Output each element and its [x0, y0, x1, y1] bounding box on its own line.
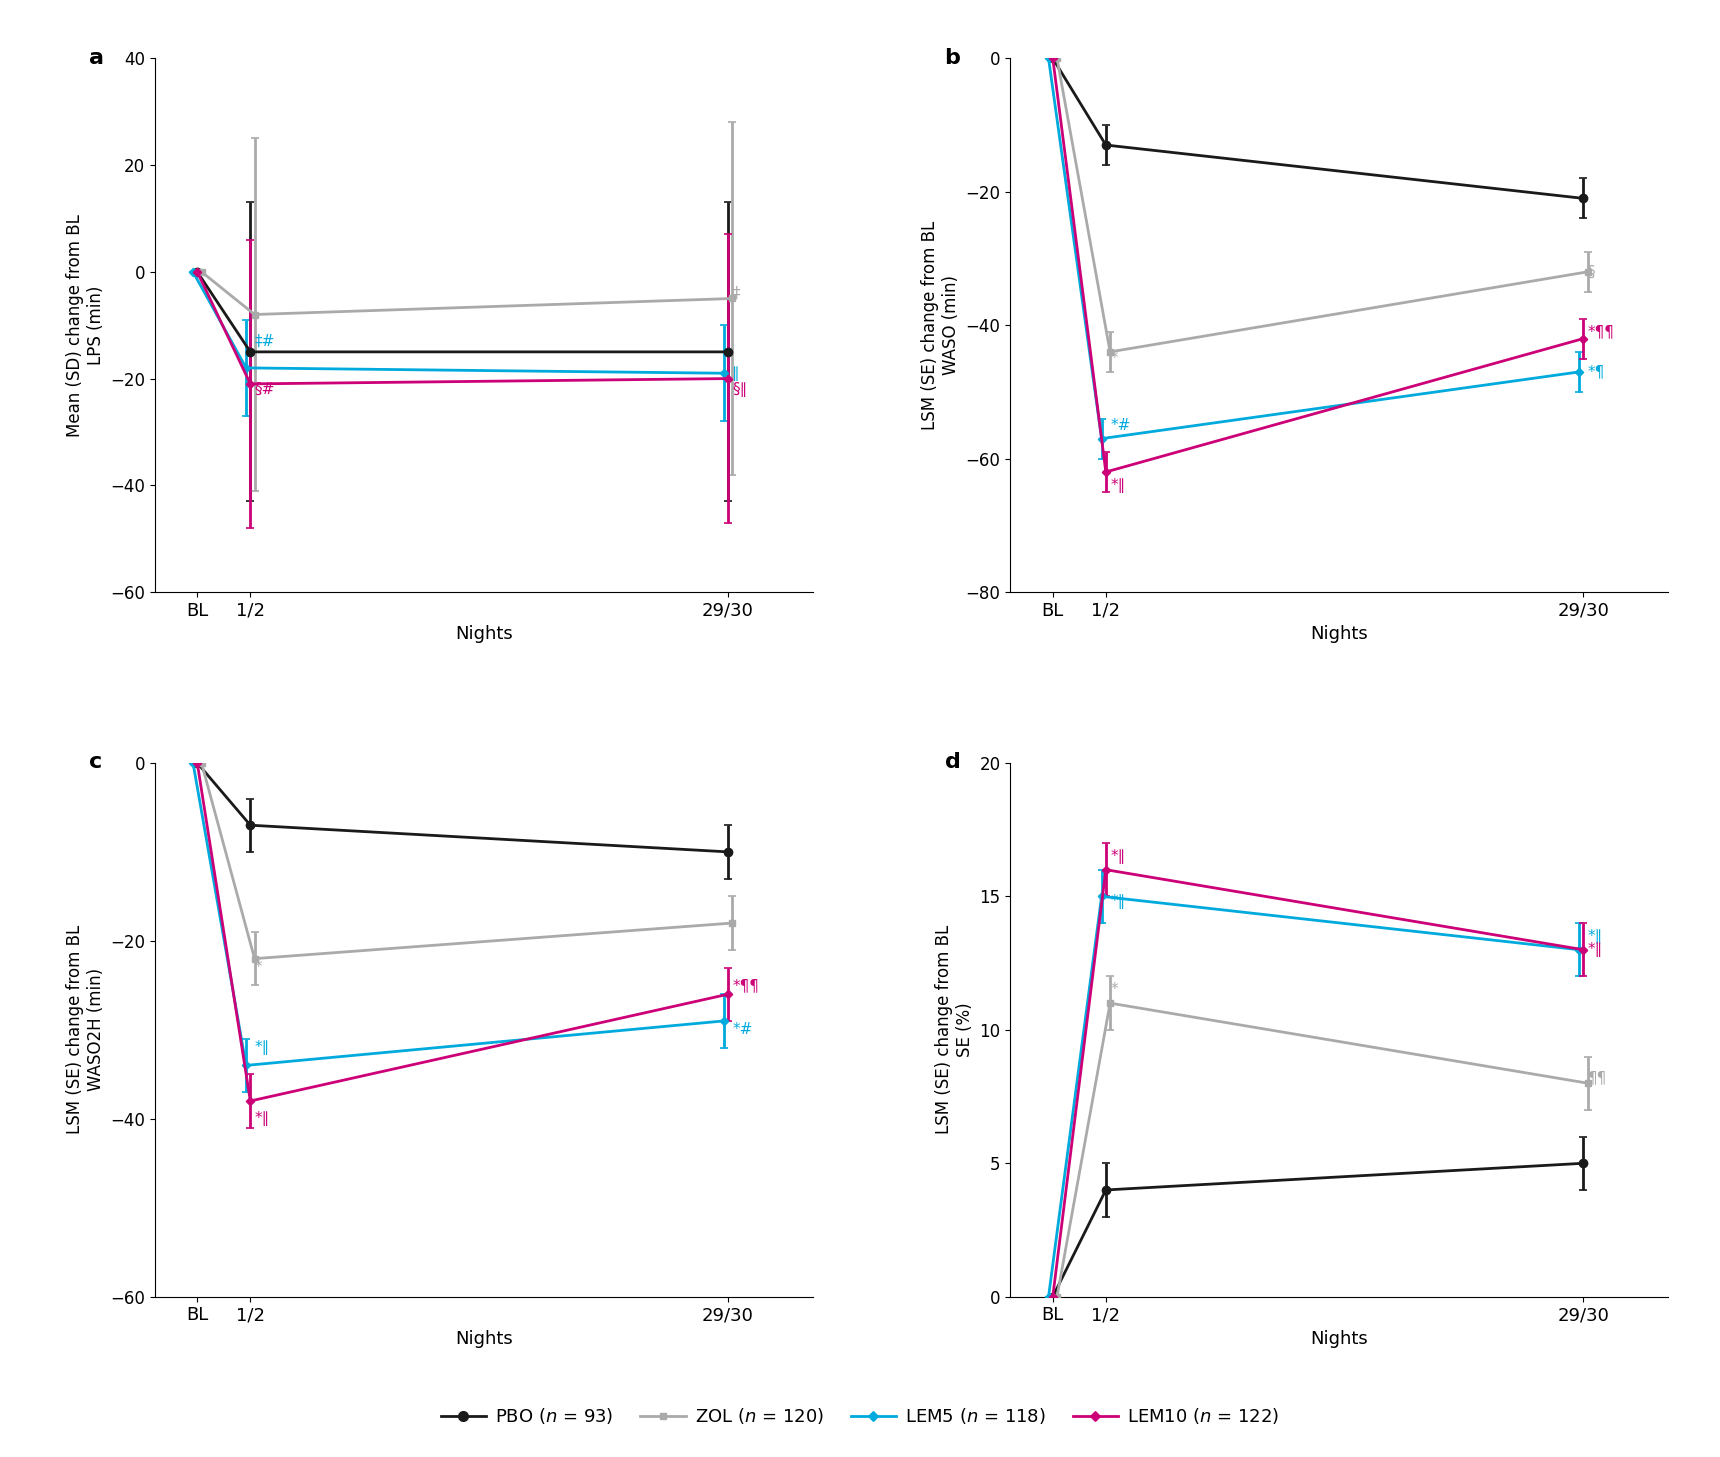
Y-axis label: LSM (SE) change from BL
SE (%): LSM (SE) change from BL SE (%) — [936, 925, 974, 1135]
Text: *¶¶: *¶¶ — [1588, 325, 1615, 339]
Text: ‡#: ‡# — [255, 334, 275, 348]
Text: *∥: *∥ — [1109, 895, 1125, 909]
Text: *∥: *∥ — [255, 1112, 270, 1126]
Text: ‡: ‡ — [733, 286, 740, 300]
Text: *#: *# — [733, 1023, 753, 1037]
Text: *∥: *∥ — [1588, 943, 1603, 957]
Text: *¶¶: *¶¶ — [733, 978, 759, 992]
X-axis label: Nights: Nights — [456, 625, 513, 644]
Text: c: c — [89, 752, 101, 772]
Text: d: d — [944, 752, 960, 772]
Y-axis label: LSM (SE) change from BL
WASO (min): LSM (SE) change from BL WASO (min) — [922, 220, 960, 430]
Text: b: b — [944, 48, 960, 67]
Legend: PBO ($n$ = 93), ZOL ($n$ = 120), LEM5 ($n$ = 118), LEM10 ($n$ = 122): PBO ($n$ = 93), ZOL ($n$ = 120), LEM5 ($… — [433, 1399, 1287, 1434]
Text: *∥: *∥ — [255, 1040, 270, 1055]
Text: *: * — [1109, 351, 1118, 366]
Text: §#: §# — [255, 382, 275, 396]
Text: *∥: *∥ — [1109, 478, 1125, 492]
Y-axis label: Mean (SD) change from BL
LPS (min): Mean (SD) change from BL LPS (min) — [65, 214, 105, 437]
Text: *∥: *∥ — [1109, 849, 1125, 864]
X-axis label: Nights: Nights — [456, 1330, 513, 1348]
X-axis label: Nights: Nights — [1311, 625, 1367, 644]
Y-axis label: LSM (SE) change from BL
WASO2H (min): LSM (SE) change from BL WASO2H (min) — [65, 925, 105, 1135]
Text: *∥: *∥ — [1588, 930, 1603, 944]
Text: ¶¶: ¶¶ — [1588, 1071, 1606, 1085]
Text: *¶: *¶ — [1588, 364, 1605, 379]
Text: *: * — [1109, 982, 1118, 997]
X-axis label: Nights: Nights — [1311, 1330, 1367, 1348]
Text: §∥: §∥ — [733, 382, 748, 396]
Text: *: * — [255, 960, 261, 975]
Text: *#: *# — [1109, 418, 1130, 433]
Text: ∥: ∥ — [733, 366, 740, 380]
Text: §: § — [1588, 264, 1596, 280]
Text: a: a — [89, 48, 103, 67]
